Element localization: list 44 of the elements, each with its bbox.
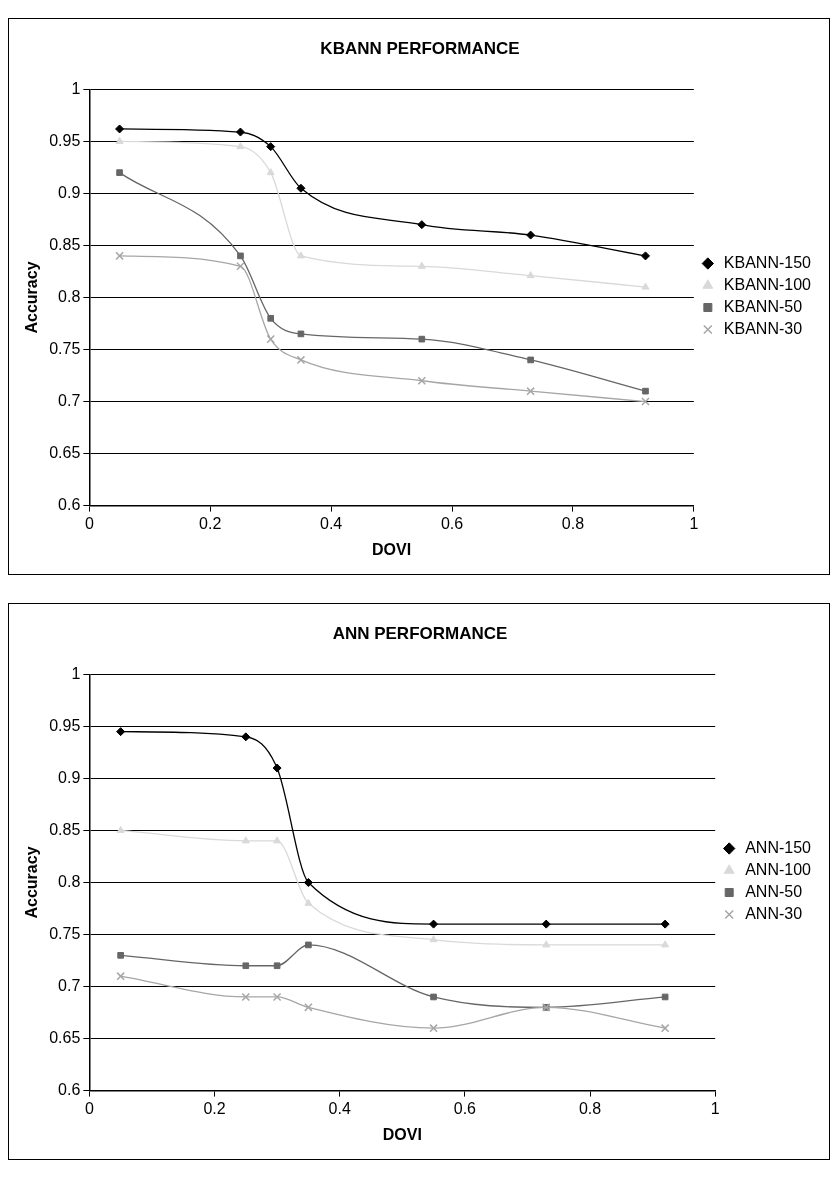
y-tick-label: 0.75 bbox=[49, 924, 81, 942]
y-tick-label: 0.9 bbox=[58, 768, 81, 786]
x-tick-label: 0.4 bbox=[320, 514, 343, 532]
legend-label: KBANN-50 bbox=[723, 297, 803, 315]
x-tick-label: 0.6 bbox=[453, 1099, 477, 1117]
chart-title: ANN PERFORMANCE bbox=[332, 623, 508, 643]
y-tick-label: 0.6 bbox=[58, 1081, 81, 1099]
legend-label: ANN-100 bbox=[745, 860, 812, 878]
x-tick-label: 0.4 bbox=[328, 1099, 351, 1117]
y-tick-label: 0.65 bbox=[49, 1028, 81, 1046]
y-tick-label: 0.6 bbox=[58, 496, 81, 514]
x-tick-label: 0.6 bbox=[440, 514, 464, 532]
x-tick-label: 0.2 bbox=[199, 514, 222, 532]
y-tick-label: 0.85 bbox=[49, 820, 81, 838]
y-tick-label: 0.8 bbox=[58, 872, 81, 890]
x-tick-label: 0.8 bbox=[578, 1099, 602, 1117]
y-tick-label: 0.95 bbox=[49, 131, 81, 149]
y-tick-label: 0.95 bbox=[49, 716, 81, 734]
y-tick-label: 0.7 bbox=[58, 976, 81, 994]
y-axis-title: Accuracy bbox=[23, 846, 41, 919]
x-axis-title: DOVI bbox=[372, 540, 412, 558]
x-tick-label: 1 bbox=[689, 514, 699, 532]
legend-label: KBANN-150 bbox=[723, 253, 812, 271]
y-tick-label: 0.9 bbox=[58, 183, 81, 201]
y-tick-label: 0.65 bbox=[49, 443, 81, 461]
y-tick-label: 1 bbox=[71, 664, 81, 682]
y-tick-label: 1 bbox=[71, 79, 81, 97]
x-tick-label: 0.8 bbox=[561, 514, 585, 532]
x-axis-title: DOVI bbox=[382, 1125, 422, 1143]
x-tick-label: 0.2 bbox=[203, 1099, 226, 1117]
y-axis-title: Accuracy bbox=[23, 261, 41, 334]
legend-label: KBANN-100 bbox=[723, 275, 812, 293]
legend-label: ANN-50 bbox=[745, 882, 803, 900]
x-tick-label: 0 bbox=[84, 514, 94, 532]
chart-title: KBANN PERFORMANCE bbox=[320, 38, 520, 58]
y-tick-label: 0.7 bbox=[58, 391, 81, 409]
y-tick-label: 0.75 bbox=[49, 339, 81, 357]
legend-label: ANN-30 bbox=[745, 904, 803, 922]
x-tick-label: 1 bbox=[710, 1099, 720, 1117]
legend-label: KBANN-30 bbox=[723, 319, 803, 337]
legend-label: ANN-150 bbox=[745, 838, 812, 856]
y-tick-label: 0.85 bbox=[49, 235, 81, 253]
y-tick-label: 0.8 bbox=[58, 287, 81, 305]
x-tick-label: 0 bbox=[84, 1099, 94, 1117]
